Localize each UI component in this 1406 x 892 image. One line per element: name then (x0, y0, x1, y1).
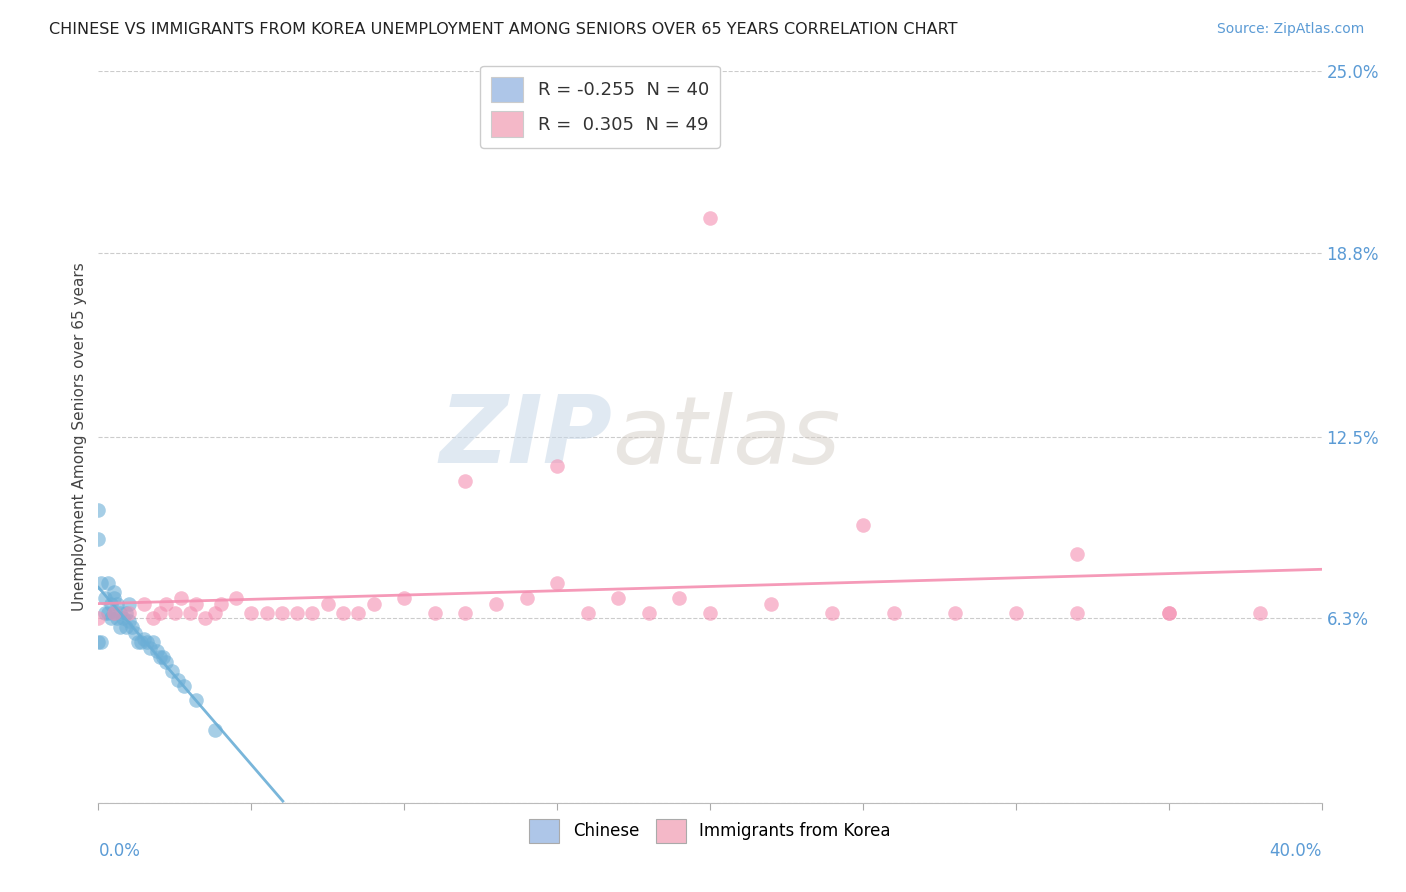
Point (576, 606, 599, 620)
Point (179, 606, 201, 620)
Text: atlas: atlas (612, 392, 841, 483)
Point (186, 693, 208, 707)
Point (607, 591, 630, 605)
Point (100, 597, 122, 611)
Point (134, 632, 156, 646)
Text: CHINESE VS IMMIGRANTS FROM KOREA UNEMPLOYMENT AMONG SENIORS OVER 65 YEARS CORREL: CHINESE VS IMMIGRANTS FROM KOREA UNEMPLO… (49, 22, 957, 37)
Point (87, 533, 110, 547)
Point (139, 640, 162, 655)
Point (285, 606, 308, 620)
Point (363, 597, 385, 611)
Point (142, 635, 165, 649)
Point (108, 606, 131, 620)
Point (225, 591, 247, 605)
Point (103, 585, 125, 599)
Point (332, 606, 354, 620)
Point (87, 503, 110, 517)
Point (100, 611, 122, 625)
Point (454, 606, 477, 620)
Point (637, 606, 661, 620)
Point (194, 611, 217, 625)
Point (852, 517, 875, 532)
Point (943, 606, 966, 620)
Point (209, 597, 232, 611)
Point (204, 723, 226, 737)
Point (108, 620, 131, 634)
Point (301, 606, 323, 620)
Point (149, 649, 172, 664)
Point (821, 606, 844, 620)
Point (118, 615, 141, 629)
Point (454, 474, 477, 488)
Point (1066, 606, 1088, 620)
Point (87, 611, 110, 625)
Point (134, 597, 156, 611)
Text: 40.0%: 40.0% (1270, 842, 1322, 860)
Point (186, 597, 208, 611)
Point (883, 606, 905, 620)
Point (105, 597, 128, 611)
Text: 0.0%: 0.0% (98, 842, 141, 860)
Point (103, 606, 125, 620)
Point (423, 606, 446, 620)
Point (347, 606, 370, 620)
Point (103, 606, 125, 620)
Legend: Chinese, Immigrants from Korea: Chinese, Immigrants from Korea (523, 813, 897, 849)
Point (699, 606, 721, 620)
Point (90, 576, 112, 591)
Point (127, 635, 149, 649)
Point (392, 591, 416, 605)
Point (485, 597, 508, 611)
Point (167, 673, 190, 687)
Point (546, 576, 568, 591)
Point (699, 211, 721, 225)
Point (93, 591, 115, 605)
Point (103, 591, 125, 605)
Point (155, 656, 177, 670)
Point (142, 611, 165, 625)
Point (90, 635, 112, 649)
Point (105, 611, 128, 625)
Point (129, 635, 152, 649)
Point (170, 591, 193, 605)
Y-axis label: Unemployment Among Seniors over 65 years: Unemployment Among Seniors over 65 years (72, 263, 87, 611)
Point (124, 626, 146, 640)
Point (516, 591, 538, 605)
Point (1249, 606, 1271, 620)
Point (256, 606, 278, 620)
Point (87, 635, 110, 649)
Point (155, 597, 177, 611)
Point (115, 606, 138, 620)
Point (152, 649, 174, 664)
Text: Source: ZipAtlas.com: Source: ZipAtlas.com (1216, 22, 1364, 37)
Point (118, 597, 141, 611)
Point (1066, 547, 1088, 561)
Text: ZIP: ZIP (439, 391, 612, 483)
Point (668, 591, 690, 605)
Point (97, 606, 120, 620)
Point (97, 576, 120, 591)
Point (121, 620, 143, 634)
Point (115, 620, 138, 634)
Point (1157, 606, 1180, 620)
Point (149, 606, 172, 620)
Point (1004, 606, 1026, 620)
Point (546, 459, 568, 474)
Point (145, 643, 167, 657)
Point (1157, 606, 1180, 620)
Point (93, 606, 115, 620)
Point (204, 606, 226, 620)
Point (240, 606, 263, 620)
Point (759, 597, 782, 611)
Point (270, 606, 292, 620)
Point (160, 664, 183, 678)
Point (316, 597, 339, 611)
Point (136, 635, 159, 649)
Point (173, 679, 195, 693)
Point (118, 606, 141, 620)
Point (163, 606, 186, 620)
Point (111, 611, 134, 625)
